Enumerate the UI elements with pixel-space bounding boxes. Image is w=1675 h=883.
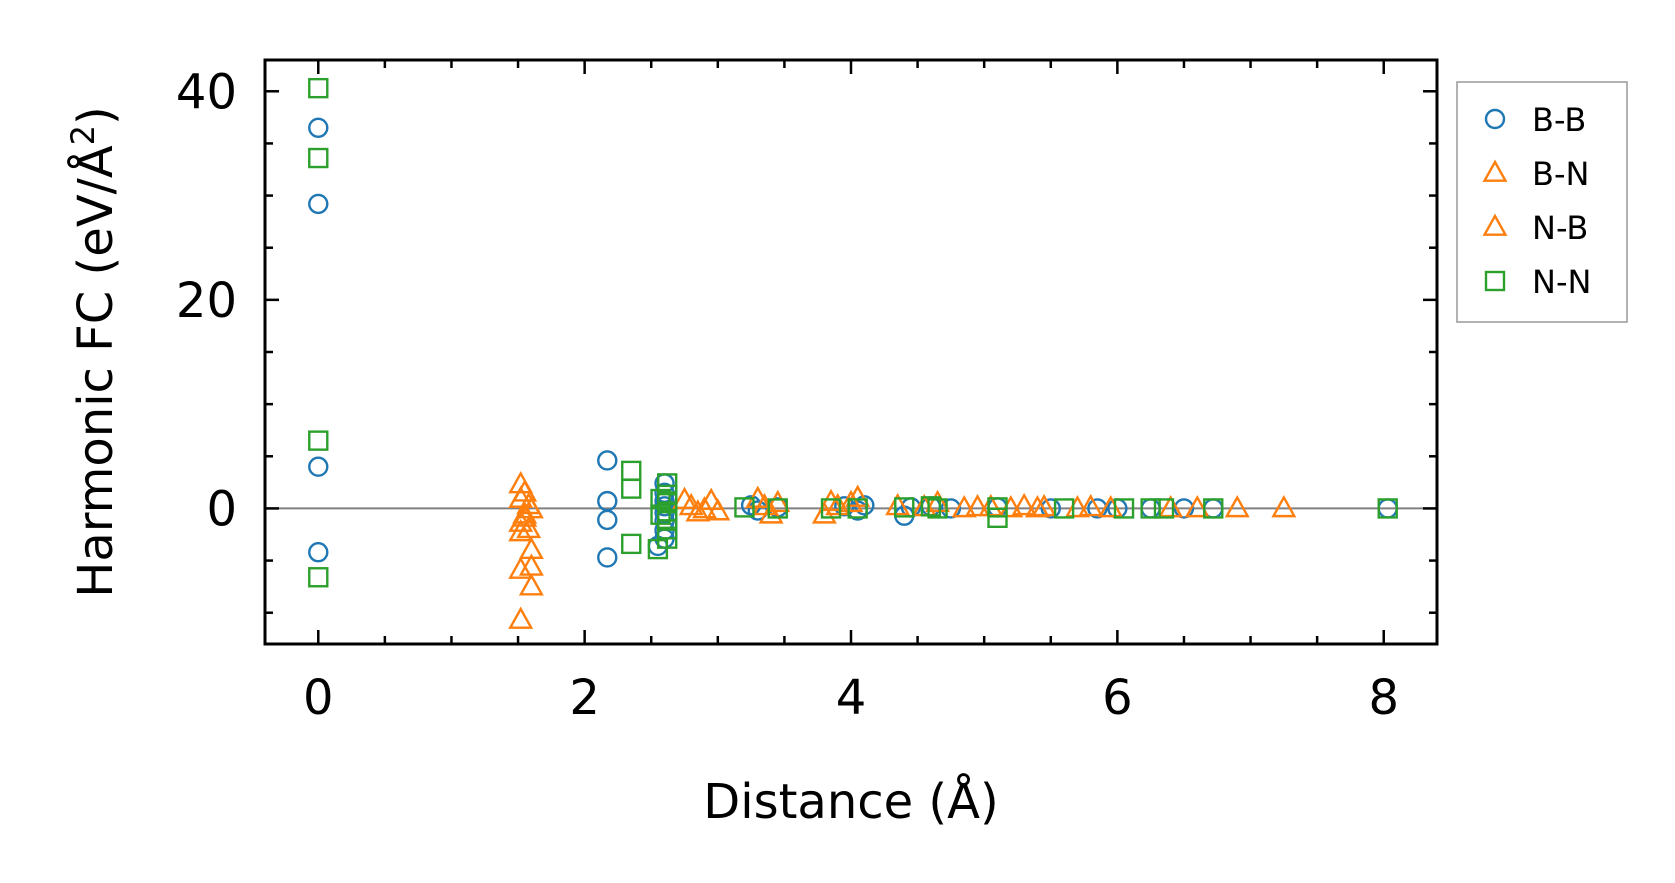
legend-label-n-n: N-N — [1532, 263, 1591, 301]
data-point-b-n — [1078, 493, 1104, 517]
data-point-n-n — [987, 507, 1008, 529]
data-point-b-b — [308, 117, 329, 138]
data-point-b-n — [1184, 494, 1210, 518]
data-point-n-n — [927, 498, 948, 519]
y-tick-label: 40 — [176, 64, 237, 120]
y-tick-label: 0 — [206, 481, 237, 537]
data-point-n-n — [657, 528, 678, 549]
data-point-b-b — [1087, 498, 1108, 519]
data-point-n-n — [650, 504, 671, 525]
data-point-b-n — [845, 484, 871, 507]
data-point-b-n — [838, 489, 864, 513]
data-point-b-b — [597, 509, 618, 531]
data-point-b-b — [1040, 498, 1061, 519]
data-point-n-n — [820, 498, 842, 519]
x-tick-label: 4 — [836, 670, 867, 726]
data-point-n-n — [657, 508, 678, 530]
data-point-n-n — [621, 533, 642, 555]
data-point-b-n — [951, 494, 977, 518]
data-point-n-n — [621, 460, 642, 482]
data-point-b-n — [1011, 492, 1037, 516]
legend-label-b-n: B-N — [1532, 155, 1589, 193]
data-point-b-n — [685, 499, 711, 522]
data-point-n-n — [987, 497, 1008, 518]
data-point-b-b — [1173, 498, 1195, 519]
data-point-b-b — [308, 542, 329, 563]
data-point-n-n — [308, 567, 329, 588]
data-point-n-n — [1377, 498, 1398, 519]
x-axis-title: Distance (Å) — [703, 773, 998, 830]
legend-label-b-b: B-B — [1532, 101, 1586, 139]
x-tick-label: 0 — [303, 670, 334, 726]
data-point-n-n — [920, 496, 942, 517]
data-point-n-n — [657, 473, 678, 494]
x-tick-label: 6 — [1102, 670, 1133, 726]
data-point-b-n — [965, 493, 991, 517]
data-point-n-n — [650, 488, 671, 510]
data-point-n-n — [734, 497, 755, 518]
plot-frame — [263, 58, 1439, 646]
data-point-b-n — [1271, 494, 1297, 518]
data-point-n-b — [1158, 494, 1184, 518]
data-point-b-n — [1031, 493, 1057, 517]
y-axis-title-main: Harmonic FC (eV/Å — [67, 145, 124, 598]
y-axis-title-close: ) — [68, 106, 124, 125]
data-point-b-n — [508, 606, 534, 629]
legend-marker-n-n — [1484, 270, 1506, 292]
data-point-b-n — [765, 489, 791, 513]
data-point-b-b — [940, 498, 962, 519]
legend-marker-b-n — [1482, 159, 1508, 182]
series-n-n — [308, 77, 1398, 588]
data-point-n-n — [894, 497, 915, 518]
data-point-n-n — [1113, 498, 1135, 519]
series-n-b — [512, 479, 1184, 539]
y-axis-title-superscript: 2 — [64, 125, 102, 145]
data-point-b-b — [308, 193, 329, 215]
legend-marker-n-b — [1482, 213, 1508, 236]
x-tick-label: 2 — [569, 670, 600, 726]
data-point-n-n — [308, 147, 329, 169]
data-point-b-b — [597, 547, 618, 568]
data-point-n-n — [1053, 498, 1075, 519]
data-point-n-n — [847, 498, 868, 519]
data-point-b-b — [308, 456, 329, 477]
data-point-b-n — [705, 498, 731, 521]
data-point-n-b — [978, 493, 1004, 517]
data-point-n-n — [767, 498, 788, 519]
data-point-b-n — [1224, 494, 1250, 518]
data-point-n-n — [1203, 498, 1224, 519]
data-point-b-n — [508, 518, 534, 542]
legend-label-n-b: N-B — [1532, 209, 1588, 247]
data-point-b-n — [925, 489, 951, 513]
x-tick-label: 8 — [1368, 670, 1399, 726]
y-tick-label: 20 — [176, 273, 237, 329]
data-point-n-n — [308, 430, 329, 451]
data-point-n-n — [308, 77, 329, 99]
data-point-b-n — [508, 556, 534, 579]
data-point-n-b — [678, 492, 704, 516]
legend-marker-b-b — [1484, 108, 1506, 130]
data-point-n-n — [1140, 498, 1161, 519]
data-point-n-n — [621, 478, 642, 499]
data-point-n-b — [516, 515, 542, 539]
data-point-n-b — [692, 496, 717, 519]
data-point-b-n — [885, 492, 911, 516]
y-axis-title: Harmonic FC (eV/Å2) — [64, 106, 124, 598]
data-point-n-b — [825, 492, 851, 516]
data-point-n-n — [1153, 498, 1175, 519]
data-point-b-b — [597, 450, 618, 471]
data-point-b-n — [518, 573, 544, 596]
